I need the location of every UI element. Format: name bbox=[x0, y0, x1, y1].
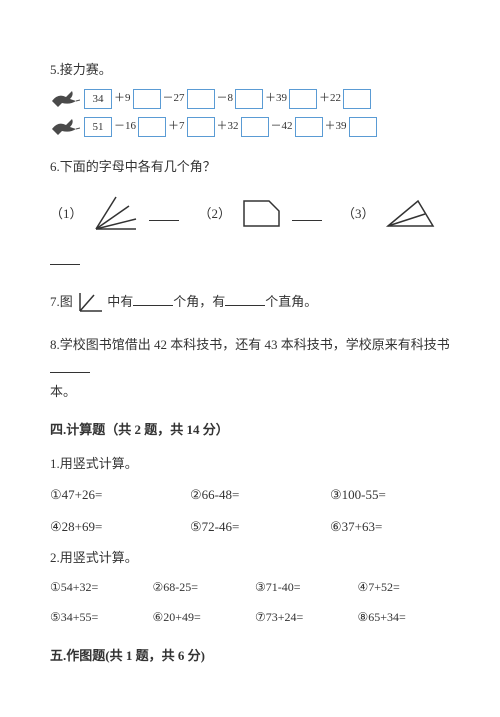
angle-label: （2） bbox=[199, 202, 232, 225]
section-4-sub1: 1.用竖式计算。 bbox=[50, 452, 450, 475]
q7-text: 中有 bbox=[107, 294, 133, 309]
calc-item: ①54+32= bbox=[50, 577, 143, 599]
calc-item: ⑤34+55= bbox=[50, 607, 143, 629]
calc-grid-1: ①47+26= ②66-48= ③100-55= ④28+69= ⑤72-46=… bbox=[50, 483, 450, 538]
right-angle-fan-icon bbox=[76, 291, 104, 315]
relay-op: －16 bbox=[114, 117, 136, 137]
angle-item-2: （2） bbox=[199, 196, 323, 231]
relay-op: ＋39 bbox=[265, 89, 287, 109]
pentagon-icon bbox=[239, 196, 284, 231]
angle-label: （1） bbox=[50, 202, 83, 225]
answer-blank bbox=[50, 358, 90, 373]
relay-op: ＋22 bbox=[319, 89, 341, 109]
angle-fan-icon bbox=[91, 194, 141, 234]
question-8: 8.学校图书馆借出 42 本科技书，还有 43 本科技书，学校原来有科技书 本。 bbox=[50, 333, 450, 403]
calc-item: ②66-48= bbox=[190, 483, 310, 506]
section-5-title: 五.作图题(共 1 题，共 6 分) bbox=[50, 644, 450, 667]
relay-box bbox=[295, 117, 323, 137]
answer-blank bbox=[149, 206, 179, 221]
calc-item: ④7+52= bbox=[358, 577, 451, 599]
question-5-title: 5.接力赛。 bbox=[50, 58, 450, 81]
question-6-title: 6.下面的字母中各有几个角？ bbox=[50, 155, 450, 178]
calc-item: ④28+69= bbox=[50, 515, 170, 538]
calc-item: ③100-55= bbox=[330, 483, 450, 506]
relay-op: －27 bbox=[163, 89, 185, 109]
relay-op: ＋39 bbox=[325, 117, 347, 137]
bird-icon bbox=[50, 89, 80, 109]
angle-label: （3） bbox=[342, 202, 375, 225]
q8-text: 8.学校图书馆借出 42 本科技书，还有 43 本科技书，学校原来有科技书 bbox=[50, 337, 450, 352]
relay-box bbox=[133, 89, 161, 109]
relay-op: ＋32 bbox=[217, 117, 239, 137]
calc-item: ⑧65+34= bbox=[358, 607, 451, 629]
relay-row-2: 51 －16 ＋7 ＋32 －42 ＋39 bbox=[50, 117, 450, 137]
relay-op: －8 bbox=[217, 89, 234, 109]
relay-box bbox=[187, 89, 215, 109]
calc-item: ①47+26= bbox=[50, 483, 170, 506]
calc-item: ⑦73+24= bbox=[255, 607, 348, 629]
question-7: 7.图 中有 个角，有 个直角。 bbox=[50, 290, 450, 315]
answer-blank-line bbox=[50, 249, 450, 272]
relay-box: 51 bbox=[84, 117, 112, 137]
relay-box bbox=[187, 117, 215, 137]
relay-box bbox=[241, 117, 269, 137]
relay-box bbox=[138, 117, 166, 137]
q7-prefix: 7.图 bbox=[50, 294, 73, 309]
q8-text: 本。 bbox=[50, 384, 76, 399]
relay-box bbox=[289, 89, 317, 109]
bird-icon bbox=[50, 117, 80, 137]
relay-op: －42 bbox=[271, 117, 293, 137]
calc-item: ②68-25= bbox=[153, 577, 246, 599]
relay-box: 34 bbox=[84, 89, 112, 109]
relay-op: ＋7 bbox=[168, 117, 185, 137]
answer-blank bbox=[292, 206, 322, 221]
relay-box bbox=[235, 89, 263, 109]
answer-blank bbox=[133, 291, 173, 306]
calc-grid-2: ①54+32= ②68-25= ③71-40= ④7+52= ⑤34+55= ⑥… bbox=[50, 577, 450, 628]
calc-item: ⑥37+63= bbox=[330, 515, 450, 538]
angle-item-1: （1） bbox=[50, 194, 179, 234]
q7-text: 个直角。 bbox=[265, 294, 317, 309]
relay-box bbox=[349, 117, 377, 137]
relay-box bbox=[343, 89, 371, 109]
section-4-title: 四.计算题（共 2 题，共 14 分） bbox=[50, 418, 450, 441]
calc-item: ⑥20+49= bbox=[153, 607, 246, 629]
relay-op: ＋9 bbox=[114, 89, 131, 109]
calc-item: ⑤72-46= bbox=[190, 515, 310, 538]
q7-text: 个角，有 bbox=[173, 294, 225, 309]
calc-item: ③71-40= bbox=[255, 577, 348, 599]
answer-blank bbox=[225, 291, 265, 306]
angle-figures-row: （1） （2） （3） bbox=[50, 194, 450, 234]
section-4-sub2: 2.用竖式计算。 bbox=[50, 546, 450, 569]
angle-item-3: （3） bbox=[342, 196, 438, 231]
relay-row-1: 34 ＋9 －27 －8 ＋39 ＋22 bbox=[50, 89, 450, 109]
triangle-split-icon bbox=[383, 196, 438, 231]
answer-blank bbox=[50, 250, 80, 265]
